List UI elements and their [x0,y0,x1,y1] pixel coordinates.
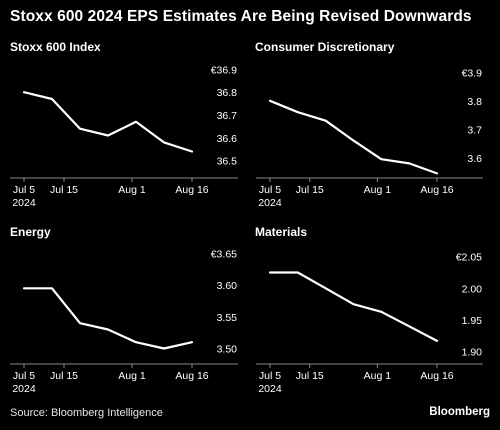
series-line [22,91,194,153]
x-year-label: 2024 [258,197,282,209]
series-line [268,99,439,175]
y-tick-label: 3.7 [467,124,482,136]
bloomberg-logo: Bloomberg [429,406,490,418]
y-tick-label: 36.5 [217,156,238,168]
x-year-label: 2024 [12,197,36,209]
x-tick-label: Aug 16 [175,370,208,382]
x-tick-label: Jul 15 [50,370,78,382]
x-tick-label: Jul 15 [296,184,324,196]
y-tick-label: 3.6 [467,153,482,165]
x-tick-label: Jul 5 [13,370,35,382]
series-line [268,271,439,342]
x-tick-label: Aug 1 [118,370,146,382]
y-tick-label: 1.95 [462,315,483,327]
y-tick-label: 3.50 [217,344,238,356]
y-tick-label: €3.65 [211,249,237,261]
x-tick-label: Aug 1 [364,370,392,382]
y-tick-label: €3.9 [462,67,483,79]
panel-title-energy: Energy [10,225,51,239]
panel-title-stoxx-600-index: Stoxx 600 Index [10,40,101,54]
chart-title: Stoxx 600 2024 EPS Estimates Are Being R… [10,8,472,25]
x-year-label: 2024 [12,383,36,395]
y-tick-label: 36.6 [217,133,238,145]
x-tick-label: Aug 1 [118,184,146,196]
panel-title-consumer-discretionary: Consumer Discretionary [255,40,395,54]
x-tick-label: Jul 5 [259,184,281,196]
y-tick-label: 3.60 [217,280,238,292]
y-tick-label: 1.90 [462,347,483,359]
x-tick-label: Aug 16 [420,184,453,196]
y-tick-label: 36.7 [217,110,238,122]
x-tick-label: Jul 5 [13,184,35,196]
y-tick-label: 3.8 [467,96,482,108]
x-tick-label: Aug 16 [175,184,208,196]
y-tick-label: 3.55 [217,312,238,324]
y-tick-label: 36.8 [217,87,238,99]
x-tick-label: Aug 1 [364,184,392,196]
x-year-label: 2024 [258,383,282,395]
series-line [22,287,194,350]
panel-title-materials: Materials [255,225,308,239]
source-note: Source: Bloomberg Intelligence [10,407,163,419]
x-tick-label: Aug 16 [420,370,453,382]
y-tick-label: 2.00 [462,283,483,295]
x-tick-label: Jul 5 [259,370,281,382]
x-tick-label: Jul 15 [50,184,78,196]
x-tick-label: Jul 15 [296,370,324,382]
y-tick-label: €36.9 [211,64,237,76]
y-tick-label: €2.05 [456,252,482,264]
